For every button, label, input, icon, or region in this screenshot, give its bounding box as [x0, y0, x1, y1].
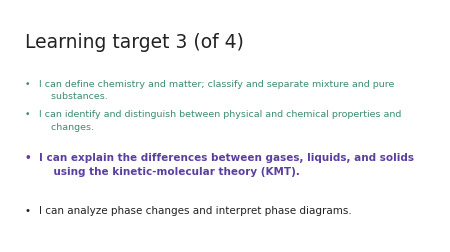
Text: I can analyze phase changes and interpret phase diagrams.: I can analyze phase changes and interpre…: [39, 205, 352, 215]
Text: •: •: [25, 79, 30, 88]
Text: I can define chemistry and matter; classify and separate mixture and pure
    su: I can define chemistry and matter; class…: [39, 79, 395, 101]
Text: •: •: [25, 152, 32, 163]
Text: I can identify and distinguish between physical and chemical properties and
    : I can identify and distinguish between p…: [39, 110, 401, 131]
Text: •: •: [25, 205, 31, 215]
Text: •: •: [25, 110, 30, 119]
Text: I can explain the differences between gases, liquids, and solids
    using the k: I can explain the differences between ga…: [39, 152, 414, 176]
Text: Learning target 3 (of 4): Learning target 3 (of 4): [25, 33, 243, 52]
